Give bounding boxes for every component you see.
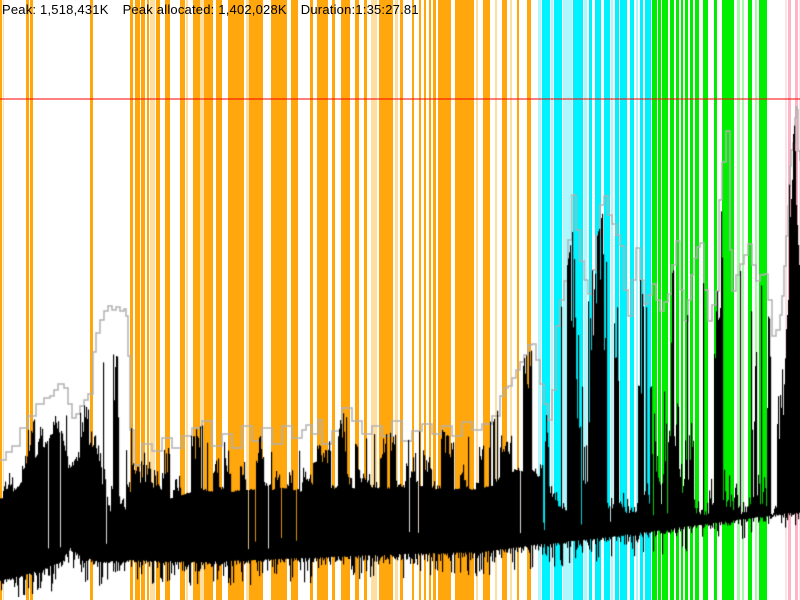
duration-label: Duration:1:35:27.81 (300, 2, 419, 17)
peak-allocated-label: Peak allocated: 1,402,028K (122, 2, 287, 17)
peak-label: Peak: 1,518,431K (2, 2, 109, 17)
stats-header: Peak: 1,518,431K Peak allocated: 1,402,02… (2, 2, 433, 17)
peak-threshold-line (0, 98, 800, 100)
